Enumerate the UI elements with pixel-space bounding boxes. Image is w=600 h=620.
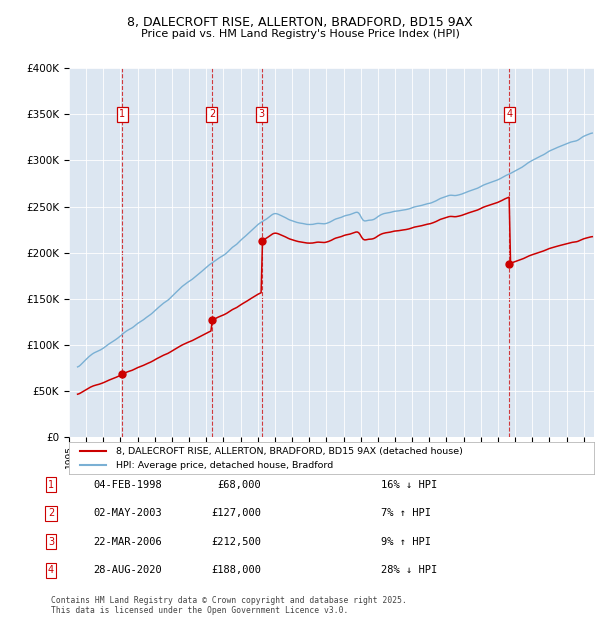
Text: 28% ↓ HPI: 28% ↓ HPI [381, 565, 437, 575]
Text: 1: 1 [119, 109, 125, 119]
Text: 8, DALECROFT RISE, ALLERTON, BRADFORD, BD15 9AX (detached house): 8, DALECROFT RISE, ALLERTON, BRADFORD, B… [116, 446, 463, 456]
Text: 1: 1 [48, 480, 54, 490]
Text: £212,500: £212,500 [211, 537, 261, 547]
Text: £68,000: £68,000 [217, 480, 261, 490]
Text: 04-FEB-1998: 04-FEB-1998 [93, 480, 162, 490]
Text: 3: 3 [48, 537, 54, 547]
Text: £127,000: £127,000 [211, 508, 261, 518]
Text: HPI: Average price, detached house, Bradford: HPI: Average price, detached house, Brad… [116, 461, 334, 470]
Text: 8, DALECROFT RISE, ALLERTON, BRADFORD, BD15 9AX: 8, DALECROFT RISE, ALLERTON, BRADFORD, B… [127, 17, 473, 29]
Text: Contains HM Land Registry data © Crown copyright and database right 2025.
This d: Contains HM Land Registry data © Crown c… [51, 596, 407, 615]
Text: 9% ↑ HPI: 9% ↑ HPI [381, 537, 431, 547]
Text: 28-AUG-2020: 28-AUG-2020 [93, 565, 162, 575]
Text: 02-MAY-2003: 02-MAY-2003 [93, 508, 162, 518]
Text: 2: 2 [48, 508, 54, 518]
Text: 2: 2 [209, 109, 215, 119]
Text: £188,000: £188,000 [211, 565, 261, 575]
Text: 22-MAR-2006: 22-MAR-2006 [93, 537, 162, 547]
Text: 4: 4 [506, 109, 512, 119]
Text: 3: 3 [259, 109, 265, 119]
Text: 16% ↓ HPI: 16% ↓ HPI [381, 480, 437, 490]
Text: Price paid vs. HM Land Registry's House Price Index (HPI): Price paid vs. HM Land Registry's House … [140, 29, 460, 39]
Text: 4: 4 [48, 565, 54, 575]
Text: 7% ↑ HPI: 7% ↑ HPI [381, 508, 431, 518]
